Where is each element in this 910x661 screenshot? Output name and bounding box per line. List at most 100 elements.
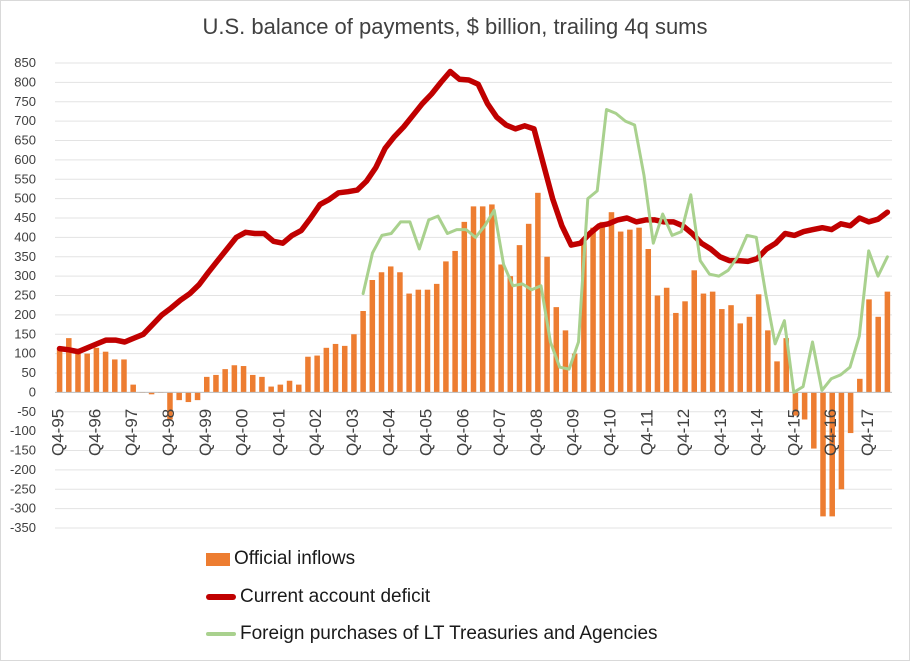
bar [369, 280, 376, 393]
bar [811, 392, 817, 449]
bar [875, 316, 881, 393]
bar [866, 299, 872, 393]
legend-label: Foreign purchases of LT Treasuries and A… [240, 623, 658, 644]
bar [176, 392, 182, 401]
bar [102, 351, 109, 393]
bar [857, 378, 863, 393]
y-tick-label: -200 [10, 462, 36, 477]
bar [286, 380, 293, 393]
bar [452, 250, 458, 393]
bar [56, 347, 63, 393]
x-tick-label: Q4-09 [564, 409, 583, 456]
bars-official-inflows [56, 192, 891, 517]
bar [663, 287, 670, 393]
x-tick-label: Q4-10 [600, 409, 619, 456]
bar [231, 365, 238, 393]
chart-title: U.S. balance of payments, $ billion, tra… [202, 14, 708, 39]
bar [673, 312, 679, 393]
y-tick-label: -50 [17, 404, 36, 419]
bar [148, 392, 155, 395]
bar [240, 366, 247, 393]
legend-item-official-inflows: Official inflows [206, 548, 355, 570]
bar [847, 392, 854, 434]
y-tick-label: 250 [14, 288, 36, 303]
legend-swatch-bar [206, 552, 230, 566]
x-tick-label: Q4-15 [784, 409, 803, 456]
bar [341, 345, 348, 393]
x-tick-label: Q4-03 [343, 409, 362, 456]
x-tick-label: Q4-07 [490, 409, 509, 456]
x-tick-label: Q4-11 [637, 409, 656, 455]
bar [636, 227, 642, 393]
bar [627, 229, 633, 393]
y-tick-label: -150 [10, 443, 36, 458]
y-tick-label: 200 [14, 307, 36, 322]
bar [259, 376, 265, 393]
bar [884, 291, 891, 393]
legend-label: Official inflows [234, 548, 356, 569]
legend-item-current-account-deficit: Current account deficit [206, 586, 430, 608]
bar [581, 241, 587, 393]
bar [645, 249, 652, 393]
bar [571, 353, 578, 393]
legend-label: Current account deficit [240, 586, 431, 607]
bar [433, 283, 440, 393]
bar [415, 289, 422, 393]
y-tick-label: 150 [14, 326, 36, 341]
x-tick-label: Q4-97 [122, 409, 141, 456]
bar [838, 392, 845, 490]
bar [774, 361, 780, 393]
bar [222, 369, 228, 393]
bar [424, 289, 431, 393]
line-current-account-deficit [56, 68, 891, 355]
bar [709, 291, 716, 393]
bar [332, 343, 339, 393]
bar [700, 293, 707, 393]
bar [295, 384, 302, 393]
bar [314, 355, 320, 393]
y-tick-label: 50 [22, 365, 36, 380]
x-tick-label: Q4-00 [233, 409, 252, 456]
x-tick-label: Q4-05 [417, 409, 436, 456]
y-tick-label: 400 [14, 229, 36, 244]
bar [360, 311, 366, 393]
bar [84, 353, 90, 393]
bar [737, 323, 743, 393]
bar [194, 392, 201, 401]
bar [590, 227, 596, 393]
bar [378, 272, 385, 393]
bar [277, 384, 284, 393]
bar [249, 374, 256, 393]
y-tick-label: 800 [14, 74, 36, 89]
bar [75, 349, 81, 393]
bar [553, 307, 560, 393]
y-tick-label: -100 [10, 423, 36, 438]
y-tick-label: 450 [14, 210, 36, 225]
bar [617, 231, 624, 393]
bar [93, 347, 100, 393]
series-lines [56, 68, 891, 394]
bar [387, 266, 394, 393]
legend-swatch-line [206, 594, 236, 600]
bar [351, 334, 357, 393]
bar [112, 359, 118, 393]
bar [562, 330, 569, 393]
y-tick-label: 550 [14, 171, 36, 186]
x-tick-label: Q4-16 [821, 409, 840, 456]
x-tick-label: Q4-06 [453, 409, 472, 456]
bar [599, 221, 606, 393]
line-foreign-purchases [361, 108, 889, 394]
x-tick-label: Q4-95 [49, 409, 68, 456]
bar [498, 264, 504, 393]
bar [829, 392, 835, 517]
bar [66, 338, 72, 393]
y-tick-label: -300 [10, 501, 36, 516]
x-tick-label: Q4-12 [674, 409, 693, 456]
bar [691, 270, 698, 393]
bar [801, 392, 808, 420]
x-tick-label: Q4-02 [306, 409, 325, 456]
bar [783, 338, 789, 393]
x-tick-label: Q4-08 [527, 409, 546, 456]
bar [682, 301, 688, 393]
